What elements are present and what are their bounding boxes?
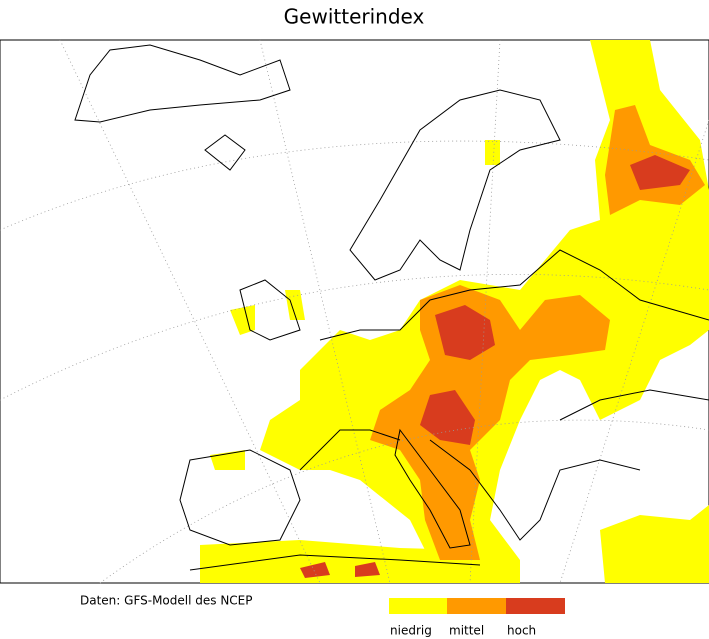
area-low [285,290,305,320]
area-low [485,140,500,165]
area-high [355,562,380,577]
area-low [230,305,255,335]
area-medium [370,285,610,560]
area-low [200,540,480,583]
map [0,39,709,584]
source-note: Daten: GFS-Modell des NCEP [80,594,253,608]
title: Gewitterindex [284,5,425,29]
area-low [600,505,709,583]
index-field [200,40,709,583]
legend-swatch [389,598,447,614]
coastlines [74,44,709,571]
area-high [300,562,330,578]
legend: niedrig mittel hoch [389,598,565,638]
legend-label: hoch [507,624,536,638]
legend-swatch [447,598,506,614]
legend-label: mittel [449,624,484,638]
area-high [435,305,495,360]
area-high [630,155,690,190]
area-high [420,390,475,445]
graticule [0,39,709,584]
legend-swatch [506,598,565,614]
legend-label: niedrig [390,624,432,638]
